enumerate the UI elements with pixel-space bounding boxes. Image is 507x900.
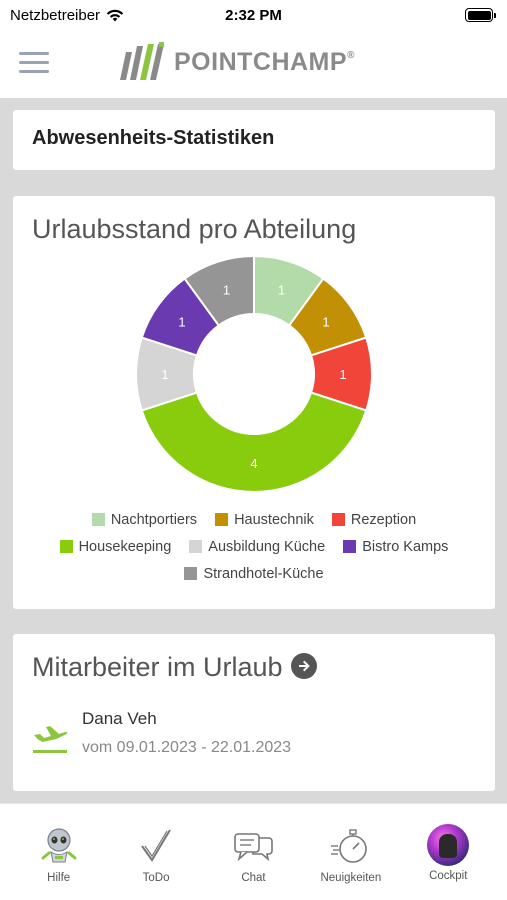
legend-item[interactable]: Haustechnik	[215, 512, 314, 528]
tab-label-neuigkeiten: Neuigkeiten	[320, 872, 382, 884]
legend-item[interactable]: Rezeption	[331, 511, 417, 528]
carrier-group: Netzbetreiber	[10, 7, 124, 24]
donut-chart-svg: 1 1 1 4 1 1 1	[135, 254, 373, 493]
menu-icon[interactable]	[19, 52, 49, 74]
chart-card: Urlaubsstand pro Abteilung 1 1 1 4 1 1 1 Nacht…	[13, 196, 495, 609]
donut-slice-strandhotel-k-che[interactable]	[183, 254, 255, 327]
legend-swatch	[215, 513, 229, 526]
legend-item[interactable]: Bistro Kamps	[343, 539, 448, 555]
tab-todo[interactable]: ToDo	[111, 804, 201, 900]
arrow-right-icon[interactable]	[290, 652, 317, 679]
legend-swatch	[331, 513, 345, 526]
tab-cockpit[interactable]: Cockpit	[403, 804, 493, 900]
tab-label-hilfe: Hilfe	[47, 872, 71, 884]
stopwatch-icon	[330, 829, 367, 863]
chart-title: Urlaubsstand pro Abteilung	[32, 214, 357, 244]
robot-icon	[41, 828, 77, 863]
vacation-title-text: Mitarbeiter im Urlaub	[32, 652, 283, 682]
donut-label: 1	[161, 367, 168, 382]
donut-label: 4	[250, 456, 257, 471]
donut-slice-housekeeping[interactable]	[140, 391, 368, 493]
legend-row: Strandhotel-Küche	[13, 560, 495, 587]
legend-item[interactable]: Housekeeping	[59, 538, 172, 555]
stats-title-card: Abwesenheits-Statistiken	[13, 110, 495, 170]
airplane-icon	[33, 726, 68, 753]
vacation-title[interactable]: Mitarbeiter im Urlaub	[32, 652, 317, 683]
carrier-name: Netzbetreiber	[10, 6, 101, 24]
wifi-icon	[106, 9, 124, 21]
legend-swatch	[91, 513, 105, 526]
legend-label: Haustechnik	[234, 511, 314, 528]
donut-label: 1	[339, 367, 346, 382]
donut-chart: 1 1 1 4 1 1 1	[13, 254, 495, 506]
tab-chat[interactable]: Chat	[208, 804, 298, 900]
tab-hilfe[interactable]: Hilfe	[14, 804, 104, 900]
legend-swatch	[184, 567, 198, 580]
donut-label: 1	[322, 315, 329, 330]
tab-neuigkeiten[interactable]: Neuigkeiten	[306, 804, 396, 900]
tab-label-todo: ToDo	[142, 872, 170, 884]
tab-label-cockpit: Cockpit	[429, 870, 468, 882]
vacation-entry-text: Dana Veh vom 09.01.2023 - 22.01.2023	[82, 709, 291, 757]
employee-name: Dana Veh	[82, 709, 157, 728]
vacation-card: Mitarbeiter im Urlaub Dana Veh vom 09.01…	[13, 634, 495, 791]
chat-bubbles-icon	[234, 833, 274, 862]
legend-swatch	[343, 540, 357, 553]
legend-label: Nachtportiers	[110, 511, 198, 528]
tab-label-chat: Chat	[241, 872, 266, 884]
legend-row: Housekeeping Ausbildung Küche Bistro Kamps	[13, 533, 495, 560]
donut-label: 1	[178, 315, 185, 330]
status-bar: Netzbetreiber 2:32 PM	[0, 0, 507, 30]
vacation-dates: vom 09.01.2023 - 22.01.2023	[82, 739, 292, 756]
tab-bar: Hilfe ToDo Chat Neuigkeiten	[0, 803, 507, 900]
legend-item[interactable]: Strandhotel-Küche	[184, 565, 324, 582]
battery-icon	[465, 8, 496, 22]
legend-label: Bistro Kamps	[362, 538, 449, 555]
legend-label: Rezeption	[350, 511, 417, 528]
app-header: POINTCHAMP®	[0, 30, 507, 98]
logo-mark-icon	[120, 42, 164, 80]
checkmark-icon	[141, 829, 171, 862]
legend-swatch	[189, 540, 203, 553]
legend-label: Strandhotel-Küche	[203, 565, 324, 582]
legend-label: Housekeeping	[78, 538, 172, 555]
pointchamp-logo: POINTCHAMP®	[118, 42, 355, 82]
legend-item[interactable]: Nachtportiers	[91, 511, 198, 528]
chart-legend: Nachtportiers Haustechnik Rezeption Houseke…	[13, 506, 495, 587]
logo-text: POINTCHAMP®	[174, 47, 355, 76]
vacation-entry[interactable]: Dana Veh vom 09.01.2023 - 22.01.2023	[32, 709, 291, 759]
avatar	[427, 824, 470, 866]
donut-label: 1	[278, 282, 285, 297]
legend-label: Ausbildung Küche	[208, 538, 326, 555]
legend-row: Nachtportiers Haustechnik Rezeption	[13, 506, 495, 533]
legend-swatch	[59, 540, 73, 553]
legend-item[interactable]: Ausbildung Küche	[189, 539, 325, 555]
donut-label: 1	[223, 282, 230, 297]
stats-title: Abwesenheits-Statistiken	[32, 127, 275, 149]
